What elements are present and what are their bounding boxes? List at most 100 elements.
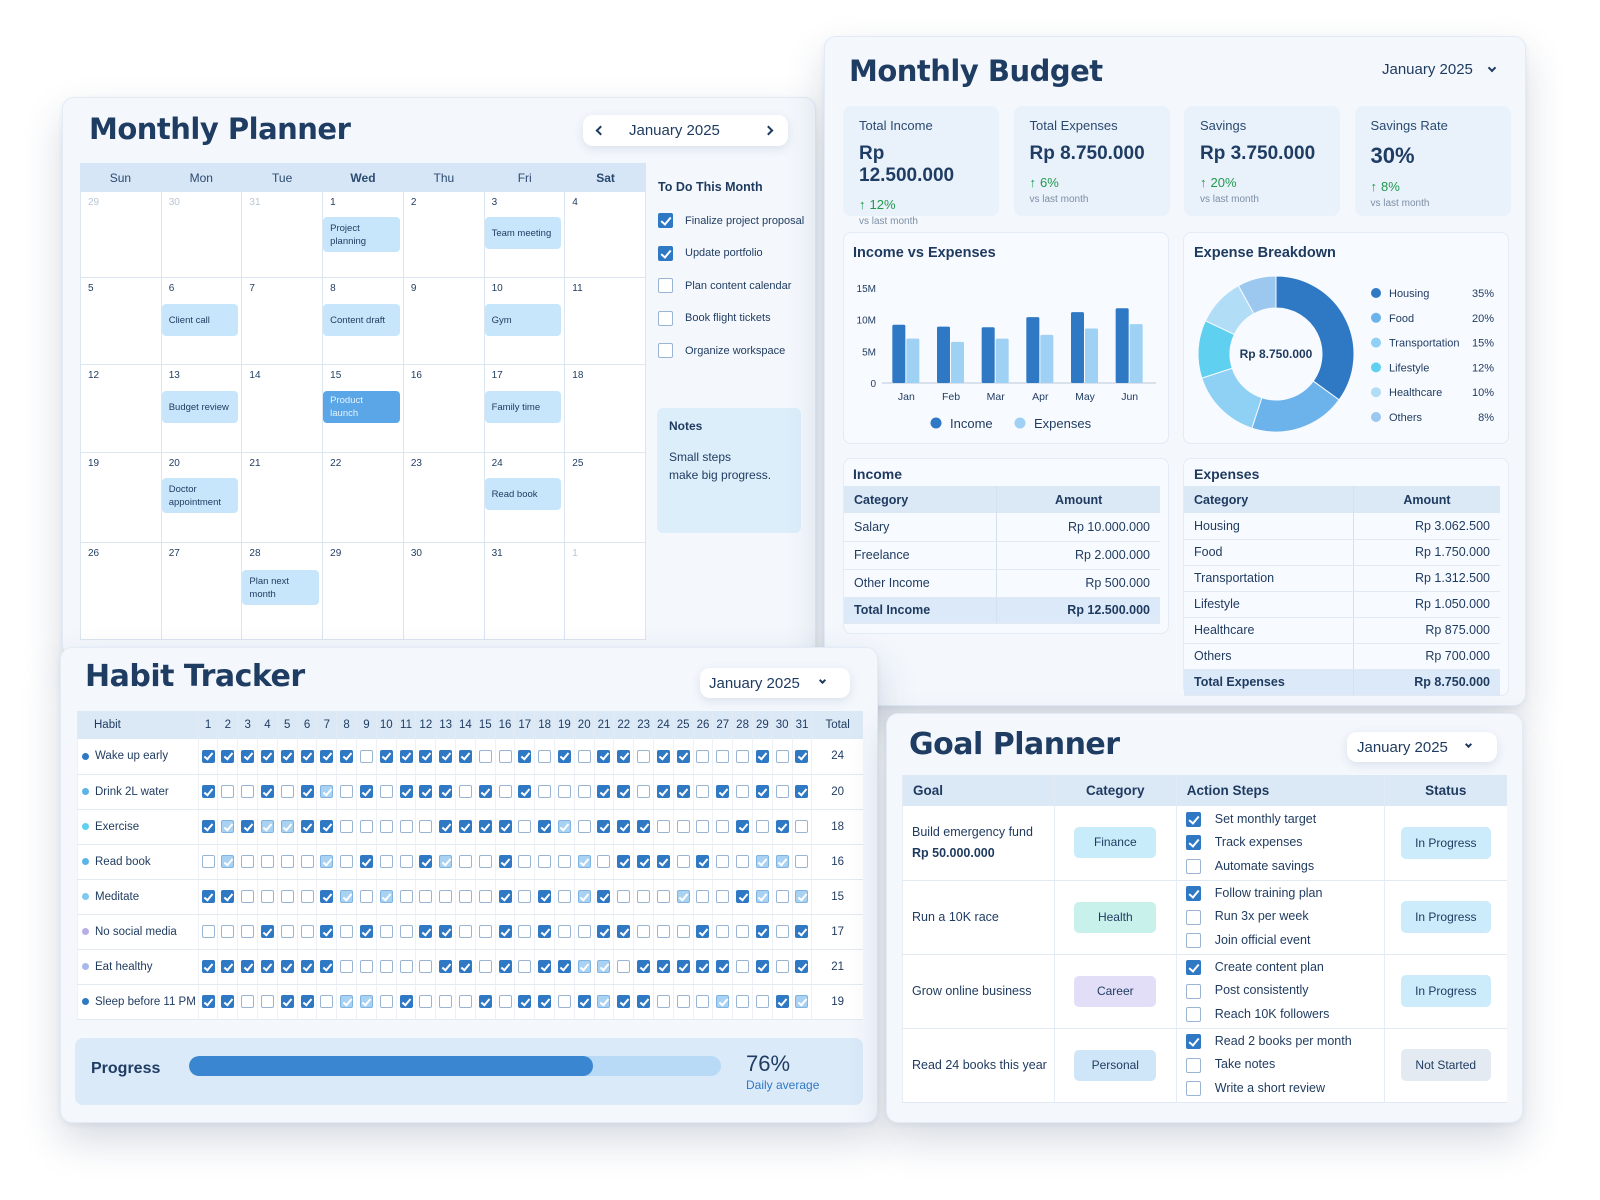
habit-checkbox[interactable] <box>260 960 274 973</box>
habit-day-cell[interactable] <box>514 949 535 985</box>
habit-checkbox[interactable] <box>637 960 651 973</box>
habit-day-cell[interactable] <box>237 914 258 950</box>
todo-item[interactable]: Update portfolio <box>658 245 763 261</box>
calendar-day[interactable]: 12 <box>81 365 162 453</box>
habit-checkbox[interactable] <box>775 749 789 763</box>
habit-checkbox[interactable] <box>221 960 235 973</box>
habit-day-cell[interactable] <box>276 809 298 845</box>
habit-day-cell[interactable] <box>573 949 595 985</box>
habit-checkbox[interactable] <box>439 820 453 833</box>
habit-checkbox[interactable] <box>359 995 373 1008</box>
habit-checkbox[interactable] <box>617 960 631 973</box>
habit-checkbox[interactable] <box>221 749 235 763</box>
habit-checkbox[interactable] <box>656 890 670 903</box>
habit-checkbox[interactable] <box>775 995 789 1008</box>
habit-checkbox[interactable] <box>696 820 710 833</box>
habit-day-cell[interactable] <box>712 914 733 950</box>
habit-day-cell[interactable] <box>336 914 357 950</box>
habit-checkbox[interactable] <box>597 820 611 833</box>
action-step[interactable]: Run 3x per week <box>1185 905 1384 929</box>
habit-checkbox[interactable] <box>498 890 512 903</box>
habit-day-cell[interactable] <box>593 949 614 985</box>
habit-day-cell[interactable] <box>237 844 258 880</box>
habit-checkbox[interactable] <box>676 960 690 973</box>
habit-day-cell[interactable] <box>395 879 416 915</box>
habit-day-cell[interactable] <box>751 739 773 775</box>
habit-day-cell[interactable] <box>672 879 694 915</box>
habit-checkbox[interactable] <box>458 749 472 763</box>
habit-day-cell[interactable] <box>316 774 337 810</box>
habit-day-cell[interactable] <box>554 879 575 915</box>
habit-checkbox[interactable] <box>696 785 710 798</box>
habit-checkbox[interactable] <box>478 925 492 938</box>
habit-day-cell[interactable] <box>276 949 298 985</box>
habit-checkbox[interactable] <box>201 925 215 938</box>
habit-checkbox[interactable] <box>241 820 255 833</box>
habit-day-cell[interactable] <box>692 984 713 1020</box>
habit-day-cell[interactable] <box>514 984 535 1020</box>
habit-day-cell[interactable] <box>276 844 298 880</box>
habit-checkbox[interactable] <box>260 785 274 798</box>
habit-checkbox[interactable] <box>379 820 393 833</box>
habit-checkbox[interactable] <box>439 890 453 903</box>
habit-day-cell[interactable] <box>296 984 317 1020</box>
habit-checkbox[interactable] <box>617 820 631 833</box>
calendar-day[interactable]: 13 Budget review <box>161 365 243 453</box>
habit-checkbox[interactable] <box>736 820 750 833</box>
action-step-checkbox[interactable] <box>1185 1081 1201 1096</box>
habit-day-cell[interactable] <box>692 879 713 915</box>
action-step-checkbox[interactable] <box>1185 1007 1201 1022</box>
habit-checkbox[interactable] <box>201 785 215 798</box>
habit-checkbox[interactable] <box>340 785 354 798</box>
habit-checkbox[interactable] <box>676 785 690 798</box>
habit-day-cell[interactable] <box>395 739 416 775</box>
habit-checkbox[interactable] <box>419 890 433 903</box>
habit-day-cell[interactable] <box>751 844 773 880</box>
habit-checkbox[interactable] <box>340 995 354 1008</box>
habit-day-cell[interactable] <box>633 774 654 810</box>
habit-day-cell[interactable] <box>415 739 436 775</box>
habit-day-cell[interactable] <box>613 949 634 985</box>
habit-day-cell[interactable] <box>197 949 218 985</box>
habit-checkbox[interactable] <box>736 925 750 938</box>
habit-day-cell[interactable] <box>652 774 674 810</box>
habit-checkbox[interactable] <box>557 820 571 833</box>
habit-checkbox[interactable] <box>300 785 314 798</box>
habit-day-cell[interactable] <box>593 984 614 1020</box>
habit-checkbox[interactable] <box>458 820 472 833</box>
habit-checkbox[interactable] <box>419 820 433 833</box>
calendar-day[interactable]: 29 <box>81 192 162 278</box>
habit-day-cell[interactable] <box>613 809 634 845</box>
habit-checkbox[interactable] <box>755 960 769 973</box>
habit-checkbox[interactable] <box>498 749 512 763</box>
habit-checkbox[interactable] <box>340 749 354 763</box>
habit-checkbox[interactable] <box>201 890 215 903</box>
habit-checkbox[interactable] <box>637 820 651 833</box>
calendar-event[interactable]: Read book <box>484 478 562 510</box>
habit-checkbox[interactable] <box>795 960 809 973</box>
habit-checkbox[interactable] <box>201 855 215 868</box>
calendar-day[interactable]: 2 <box>403 192 485 278</box>
habit-checkbox[interactable] <box>419 855 433 868</box>
calendar-event[interactable]: Gym <box>484 304 562 336</box>
habit-day-cell[interactable] <box>534 809 555 845</box>
goal-month-select[interactable]: January 2025 <box>1347 732 1497 762</box>
habit-day-cell[interactable] <box>474 809 496 845</box>
habit-day-cell[interactable] <box>237 809 258 845</box>
habit-day-cell[interactable] <box>613 984 634 1020</box>
habit-checkbox[interactable] <box>538 785 552 798</box>
habit-checkbox[interactable] <box>577 820 591 833</box>
habit-checkbox[interactable] <box>775 785 789 798</box>
habit-day-cell[interactable] <box>395 949 416 985</box>
habit-checkbox[interactable] <box>458 995 472 1008</box>
habit-day-cell[interactable] <box>791 949 812 985</box>
todo-item[interactable]: Organize workspace <box>658 343 785 358</box>
habit-day-cell[interactable] <box>514 774 535 810</box>
habit-checkbox[interactable] <box>260 890 274 903</box>
habit-checkbox[interactable] <box>538 995 552 1008</box>
habit-day-cell[interactable] <box>534 949 555 985</box>
habit-day-cell[interactable] <box>514 914 535 950</box>
habit-checkbox[interactable] <box>597 855 611 868</box>
habit-checkbox[interactable] <box>498 960 512 973</box>
habit-checkbox[interactable] <box>359 785 373 798</box>
